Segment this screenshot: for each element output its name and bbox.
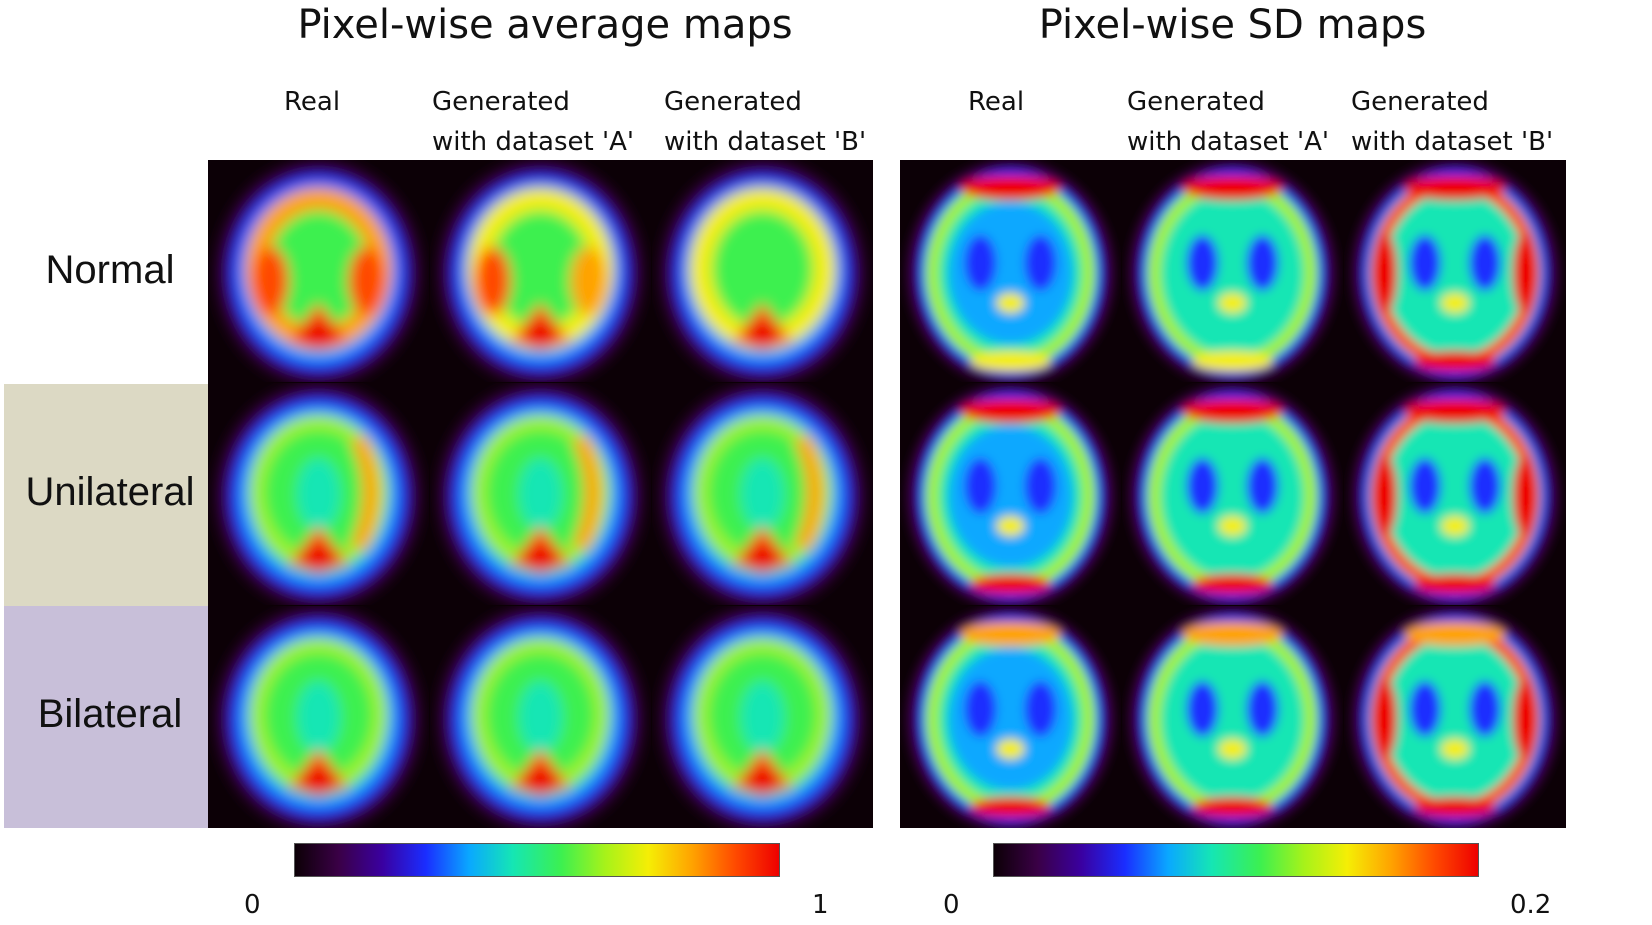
sd-unilateral-gen-a bbox=[1122, 383, 1343, 605]
avg-colorbar-max-label: 1 bbox=[812, 890, 829, 920]
avg-unilateral-real bbox=[208, 383, 429, 605]
col-header-avg-gen-b: Generated with dataset 'B' bbox=[664, 87, 867, 157]
sd-bilateral-gen-b bbox=[1344, 606, 1566, 828]
average-maps-title: Pixel-wise average maps bbox=[297, 2, 793, 48]
sd-unilateral-gen-b bbox=[1344, 383, 1566, 605]
avg-colorbar bbox=[294, 843, 780, 877]
row-label-bilateral: Bilateral bbox=[37, 692, 183, 736]
col-header-sd-gen-b: Generated with dataset 'B' bbox=[1351, 87, 1554, 157]
sd-bilateral-gen-a bbox=[1122, 606, 1343, 828]
col-header-avg-real: Real bbox=[284, 87, 341, 117]
avg-unilateral-gen-b bbox=[652, 383, 873, 605]
row-label-unilateral: Unilateral bbox=[25, 470, 195, 514]
col-header-avg-gen-a: Generated with dataset 'A' bbox=[432, 87, 635, 157]
row-label-normal: Normal bbox=[45, 248, 175, 292]
avg-colorbar-min-label: 0 bbox=[244, 890, 261, 920]
sd-colorbar bbox=[993, 843, 1479, 877]
avg-normal-gen-b bbox=[652, 160, 873, 382]
unilateral-row-band bbox=[4, 384, 217, 606]
sd-normal-gen-b bbox=[1344, 160, 1566, 382]
sd-normal-gen-a bbox=[1122, 160, 1343, 382]
avg-unilateral-gen-a bbox=[430, 383, 651, 605]
avg-bilateral-gen-b bbox=[652, 606, 873, 828]
sd-colorbar-max-label: 0.2 bbox=[1510, 890, 1552, 920]
avg-bilateral-real bbox=[208, 606, 429, 828]
avg-bilateral-gen-a bbox=[430, 606, 651, 828]
sd-normal-real bbox=[900, 160, 1121, 382]
col-header-sd-real: Real bbox=[968, 87, 1025, 117]
sd-unilateral-real bbox=[900, 383, 1121, 605]
sd-maps-panel bbox=[900, 160, 1566, 828]
sd-maps-title: Pixel-wise SD maps bbox=[1038, 2, 1427, 48]
bilateral-row-band bbox=[4, 606, 217, 828]
sd-colorbar-min-label: 0 bbox=[943, 890, 960, 920]
avg-normal-real bbox=[208, 160, 429, 382]
average-maps-panel bbox=[208, 160, 873, 828]
sd-bilateral-real bbox=[900, 606, 1121, 828]
col-header-sd-gen-a: Generated with dataset 'A' bbox=[1127, 87, 1330, 157]
avg-normal-gen-a bbox=[430, 160, 651, 382]
